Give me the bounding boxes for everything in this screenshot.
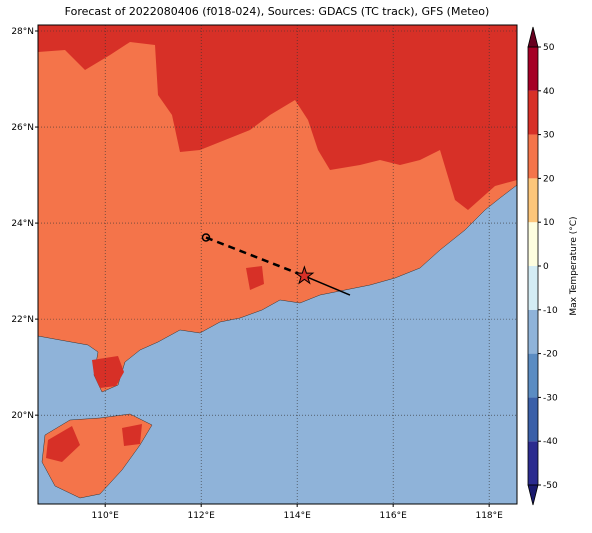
hot-region-coast [246,266,264,290]
colorbar-tick-label: -40 [543,437,558,447]
colorbar-segment [528,441,538,485]
colorbar-segment [528,178,538,223]
map-frame [37,24,518,505]
lon-tick-label: 116°E [379,511,407,521]
colorbar-tick-label: 50 [543,43,555,53]
lon-tick-label: 114°E [283,511,311,521]
colorbar-tick-label: 40 [543,87,555,97]
map-title: Forecast of 2022080406 (f018-024), Sourc… [65,5,490,18]
track-start [201,233,211,242]
colorbar-segment [528,266,538,310]
lon-tick-label: 110°E [92,511,120,521]
lat-tick-label: 24°N [11,219,34,229]
colorbar-extend-top [527,26,539,48]
colorbar-extend-bottom [527,484,539,506]
colorbar-tick-label: 20 [543,174,555,184]
colorbar-tick-label: 30 [543,131,555,141]
colorbar-tick-label: -20 [543,350,558,360]
hot-region-hainan [46,426,80,462]
lat-tick-label: 22°N [11,315,34,325]
lat-tick-label: 26°N [11,123,34,133]
colorbar-segment [528,134,538,179]
past-track [205,236,305,278]
colorbar-segment [528,309,538,354]
colorbar-tick-label: 0 [543,262,549,272]
storm-position [294,265,315,285]
lat-tick-label: 28°N [11,27,34,37]
map-area [38,25,517,504]
colorbar-tick-label: -50 [543,481,558,491]
colorbar-segment [528,397,538,442]
colorbar-segment [528,90,538,135]
colorbar-segment [528,353,538,398]
hot-region-north [38,25,517,210]
colorbar-tick-label: -30 [543,393,558,403]
colorbar-tick-label: -10 [543,306,558,316]
colorbar-label: Max Temperature (°C) [569,216,579,315]
lon-tick-label: 112°E [187,511,215,521]
forecast-track [304,275,351,296]
hot-region-leizhou [92,356,124,388]
lat-tick-label: 20°N [11,411,34,421]
colorbar-segment [528,222,538,266]
hot-region-hainan-2 [122,424,142,446]
lon-tick-label: 118°E [475,511,503,521]
colorbar-tick-label: 10 [543,218,555,228]
colorbar-segment [528,47,538,91]
